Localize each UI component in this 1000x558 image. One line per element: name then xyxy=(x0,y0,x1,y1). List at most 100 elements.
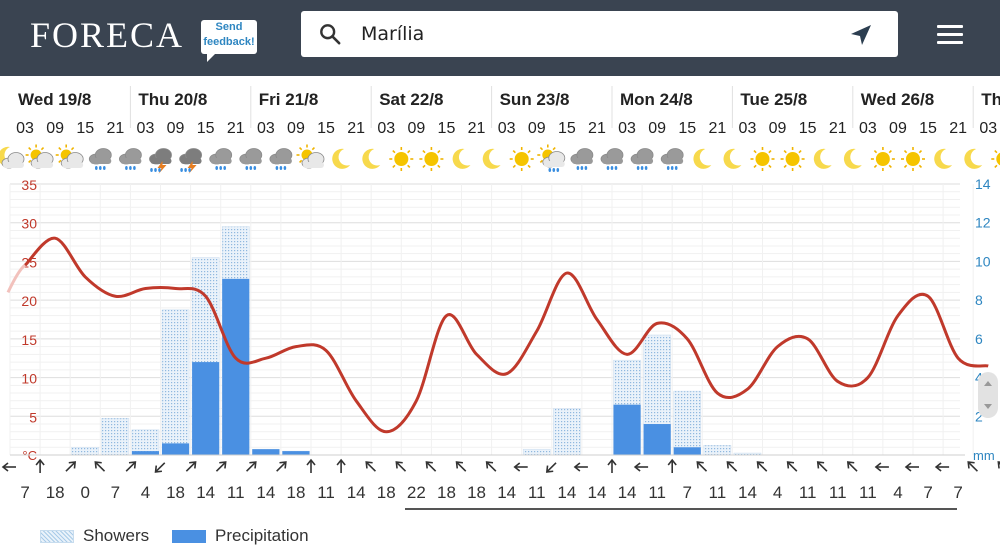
hour-label: 15 xyxy=(438,120,456,137)
wind-arrow-icon xyxy=(485,461,497,472)
precipitation-tick-label: 6 xyxy=(975,331,983,347)
temperature-line-lead xyxy=(6,264,26,294)
wind-speed-label: 11 xyxy=(859,483,877,502)
menu-icon[interactable] xyxy=(937,25,963,45)
wind-arrow-icon xyxy=(35,458,45,473)
precipitation-tick-label: 8 xyxy=(975,292,983,308)
day-label: Tue 25/8 xyxy=(740,90,807,109)
cloud-rain-icon xyxy=(630,148,654,170)
wind-arrow-icon xyxy=(395,461,407,472)
precipitation-tick-label: 14 xyxy=(975,176,991,192)
wind-speed-label: 14 xyxy=(557,483,576,502)
hour-label: 15 xyxy=(197,120,215,137)
hour-label: 21 xyxy=(227,120,245,137)
search-icon[interactable] xyxy=(319,23,341,45)
showers-bar xyxy=(673,390,702,456)
sun-cloud-icon xyxy=(25,144,54,169)
wind-arrow-icon xyxy=(756,461,768,472)
wind-speed-label: 11 xyxy=(528,483,546,502)
day-label: Thu 20/8 xyxy=(138,90,207,109)
hour-label: 09 xyxy=(407,120,425,137)
location-search-box[interactable] xyxy=(301,11,898,57)
temperature-tick-label: 15 xyxy=(21,332,37,348)
wind-speed-label: 11 xyxy=(709,483,727,502)
precipitation-bar xyxy=(162,443,190,455)
wind-arrow-icon xyxy=(633,462,649,472)
wind-speed-label: 14 xyxy=(196,483,215,502)
wind-speed-label: 14 xyxy=(347,483,366,502)
day-label: Sat 22/8 xyxy=(379,90,443,109)
sun-cloud-icon xyxy=(296,144,325,169)
sun-icon xyxy=(750,147,775,171)
cloud-rain-icon xyxy=(119,148,142,170)
precipitation-legend-swatch xyxy=(172,530,206,543)
precipitation-bar xyxy=(643,424,671,455)
hour-label: 09 xyxy=(46,120,64,137)
hour-label: 15 xyxy=(799,120,817,137)
sun-icon xyxy=(389,147,414,171)
wind-arrow-icon xyxy=(65,461,77,472)
temperature-tick-label: 30 xyxy=(21,216,37,232)
wind-speed-label: 7 xyxy=(923,483,932,502)
precipitation-bar xyxy=(673,447,701,455)
precipitation-legend-label: Precipitation xyxy=(215,526,309,545)
wind-speed-label: 4 xyxy=(141,483,150,502)
sun-cloud-icon xyxy=(55,144,84,169)
wind-arrow-icon xyxy=(455,461,467,472)
showers-bar xyxy=(101,417,130,456)
hour-label: 09 xyxy=(167,120,185,137)
showers-bar xyxy=(71,447,100,456)
hour-label: 21 xyxy=(829,120,847,137)
wind-speed-label: 18 xyxy=(46,483,65,502)
hour-label: 03 xyxy=(137,120,155,137)
temperature-tick-label: 10 xyxy=(21,371,37,387)
cloud-rain-icon xyxy=(209,148,233,170)
foreca-logo[interactable]: FORECA xyxy=(30,15,185,55)
wind-arrow-icon xyxy=(513,462,528,472)
day-label: Sun 23/8 xyxy=(500,90,570,109)
cloud-rain-icon xyxy=(660,148,684,170)
thunder-rain-icon xyxy=(149,148,172,174)
wind-arrow-icon xyxy=(215,461,227,472)
day-label: Thu xyxy=(981,90,1000,109)
sun-icon xyxy=(419,147,444,171)
moon-icon xyxy=(452,148,471,169)
moon-icon xyxy=(332,148,351,169)
wind-speed-label: 11 xyxy=(227,483,245,502)
precipitation-bar xyxy=(222,278,250,455)
wind-speed-label: 18 xyxy=(166,483,185,502)
hour-label: 03 xyxy=(979,120,997,137)
day-label: Wed 26/8 xyxy=(861,90,934,109)
vertical-scroll-handle[interactable] xyxy=(978,372,998,418)
wind-arrow-icon xyxy=(726,461,738,472)
wind-speed-label: 11 xyxy=(317,483,335,502)
location-arrow-icon[interactable] xyxy=(849,23,873,47)
moon-icon xyxy=(843,148,862,169)
send-feedback-button[interactable]: Send feedback! xyxy=(201,20,257,62)
hour-label: 09 xyxy=(648,120,666,137)
precipitation-axis-label: mm xyxy=(973,448,995,463)
wind-speed-label: 14 xyxy=(738,483,757,502)
wind-speed-label: 4 xyxy=(773,483,782,502)
wind-speed-label: 7 xyxy=(20,483,29,502)
hour-label: 15 xyxy=(558,120,576,137)
moon-icon xyxy=(964,148,983,169)
horizontal-scrollbar[interactable] xyxy=(405,508,957,510)
location-search-input[interactable] xyxy=(361,11,831,57)
wind-arrow-icon xyxy=(306,458,316,473)
sun-icon xyxy=(901,147,925,171)
showers-legend-label: Showers xyxy=(83,526,150,545)
hour-label: 15 xyxy=(317,120,335,137)
hour-label: 15 xyxy=(76,120,94,137)
wind-speed-label: 11 xyxy=(648,483,666,502)
feedback-line1: Send xyxy=(215,21,243,33)
hour-label: 03 xyxy=(739,120,757,137)
sun-icon xyxy=(991,149,1000,169)
showers-bar xyxy=(703,445,732,456)
wind-speed-label: 11 xyxy=(829,483,847,502)
hour-label: 21 xyxy=(347,120,365,137)
hour-label: 03 xyxy=(498,120,516,137)
hour-label: 21 xyxy=(106,120,124,137)
moon-icon xyxy=(813,148,832,169)
moon-icon xyxy=(934,148,953,169)
